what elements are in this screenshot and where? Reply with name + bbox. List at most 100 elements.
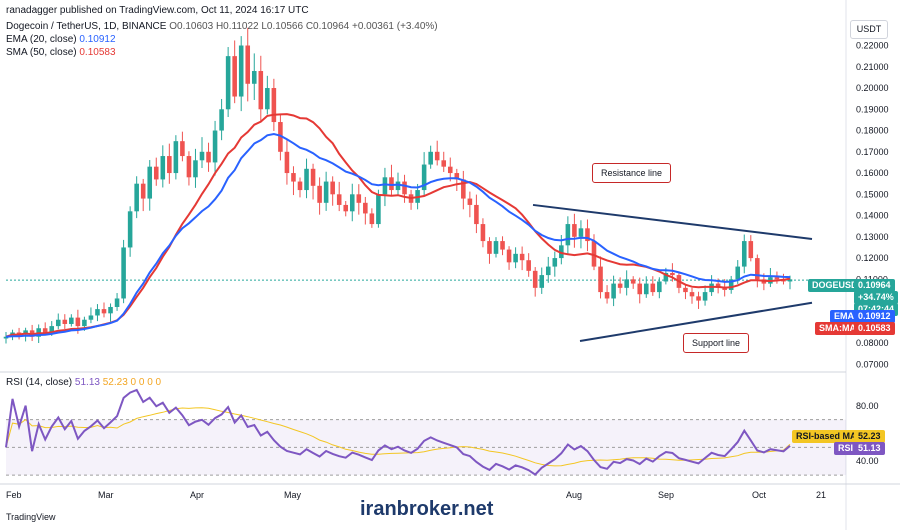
sma-50-line — [5, 113, 791, 338]
time-axis[interactable]: Feb Mar Apr May Aug Sep Oct 21 — [6, 490, 826, 500]
watermark-text: iranbroker.net — [360, 498, 494, 520]
candle-body — [637, 283, 643, 295]
candle-body — [702, 292, 708, 301]
symbol-line: Dogecoin / TetherUS, 1D, BINANCE O0.1060… — [6, 20, 438, 33]
candle-body — [559, 245, 564, 259]
rsi-line — [5, 388, 791, 476]
candle-body — [474, 204, 479, 225]
candle-body — [657, 281, 662, 293]
change-tag: +34.74% — [854, 291, 898, 304]
candle-body — [552, 258, 558, 267]
price-tick-label: 0.12000 — [856, 253, 889, 263]
candle-body — [160, 156, 166, 180]
candle-body — [598, 266, 603, 293]
currency-button[interactable]: USDT — [850, 20, 888, 39]
rsi-legend[interactable]: RSI (14, close) 51.13 52.23 0 0 0 0 — [6, 376, 161, 389]
candle-body — [186, 156, 192, 178]
candle-body — [500, 241, 505, 250]
candle-body — [369, 213, 375, 225]
candle-body — [297, 181, 303, 191]
ema-name-tag: EMA — [830, 310, 858, 323]
candle-body — [650, 283, 656, 293]
sma-name-tag: SMA:MA — [815, 322, 860, 335]
author-line: ranadagger published on TradingView.com,… — [6, 5, 309, 16]
candle-body — [147, 166, 153, 199]
price-tick-label: 0.22000 — [856, 41, 889, 51]
candle-body — [715, 283, 721, 288]
support-trendline[interactable] — [579, 301, 813, 342]
candle-body — [69, 317, 74, 324]
rsi-legend-value: 51.13 — [74, 377, 100, 388]
candle-body — [787, 279, 793, 282]
candle-body — [513, 253, 518, 263]
candles — [3, 27, 793, 344]
sma-legend-label: SMA (50, close) — [6, 47, 77, 58]
candle-body — [755, 258, 760, 280]
candle-body — [356, 194, 362, 203]
candle-body — [480, 224, 486, 242]
candle-body — [748, 241, 754, 259]
tradingview-logo[interactable]: TradingView — [6, 512, 56, 522]
price-tick-label: 0.18000 — [856, 126, 889, 136]
candle-body — [16, 332, 22, 335]
candle-body — [611, 283, 616, 299]
candle-body — [101, 309, 107, 314]
candle-body — [49, 326, 55, 333]
candle-body — [519, 253, 525, 261]
candle-body — [310, 168, 316, 186]
candle-body — [251, 71, 257, 84]
resistance-trendline[interactable] — [532, 203, 813, 240]
candle-body — [140, 183, 146, 199]
candle-body — [728, 279, 734, 290]
price-tick-label: 0.20000 — [856, 83, 889, 93]
candle-body — [565, 224, 571, 246]
candle-body — [88, 315, 94, 320]
candle-body — [23, 330, 28, 335]
candle-body — [572, 224, 577, 237]
price-tick-label: 0.15000 — [856, 189, 889, 199]
candle-body — [487, 241, 492, 254]
rsi-ma-value-tag: 52.23 — [854, 430, 885, 443]
price-tick-label: 0.19000 — [856, 104, 889, 114]
time-tick-label: May — [284, 490, 302, 500]
candle-body — [199, 151, 205, 161]
candle-body — [643, 283, 649, 295]
candle-body — [617, 283, 623, 288]
price-tick-label: 0.13000 — [856, 232, 889, 242]
candle-body — [127, 211, 133, 248]
candle-body — [434, 151, 440, 161]
candle-body — [421, 164, 427, 191]
rsi-legend-extra: 52.23 0 0 0 0 — [102, 377, 162, 388]
price-tick-label: 0.17000 — [856, 147, 889, 157]
candle-body — [461, 179, 466, 199]
candle-body — [330, 181, 335, 195]
candle-body — [225, 56, 231, 110]
time-tick-label: Aug — [566, 490, 582, 500]
candle-body — [663, 272, 669, 282]
candle-body — [180, 141, 185, 157]
candle-body — [108, 306, 113, 314]
ema-legend[interactable]: EMA (20, close) 0.10912 — [6, 33, 116, 46]
candle-body — [395, 181, 401, 191]
time-tick-label: Feb — [6, 490, 22, 500]
rsi-panel: 40.00 80.00 — [5, 388, 879, 476]
rsi-tick-label: 80.00 — [856, 401, 879, 411]
candle-body — [532, 270, 538, 288]
candle-body — [62, 319, 68, 324]
sma-value-tag: 0.10583 — [854, 322, 895, 335]
candle-body — [382, 177, 388, 195]
candle-body — [683, 287, 688, 293]
candle-body — [206, 151, 211, 163]
price-tick-label: 0.14000 — [856, 211, 889, 221]
price-tick-label: 0.08000 — [856, 338, 889, 348]
symbol-tag-left: DOGEUSDT — [808, 279, 868, 292]
rsi-tick-label: 40.00 — [856, 456, 879, 466]
sma-legend[interactable]: SMA (50, close) 0.10583 — [6, 46, 116, 59]
candle-body — [493, 241, 499, 254]
candle-body — [323, 181, 329, 203]
candle-body — [167, 156, 172, 174]
candle-body — [265, 88, 270, 110]
price-tick-label: 0.21000 — [856, 62, 889, 72]
time-tick-label: Mar — [98, 490, 114, 500]
